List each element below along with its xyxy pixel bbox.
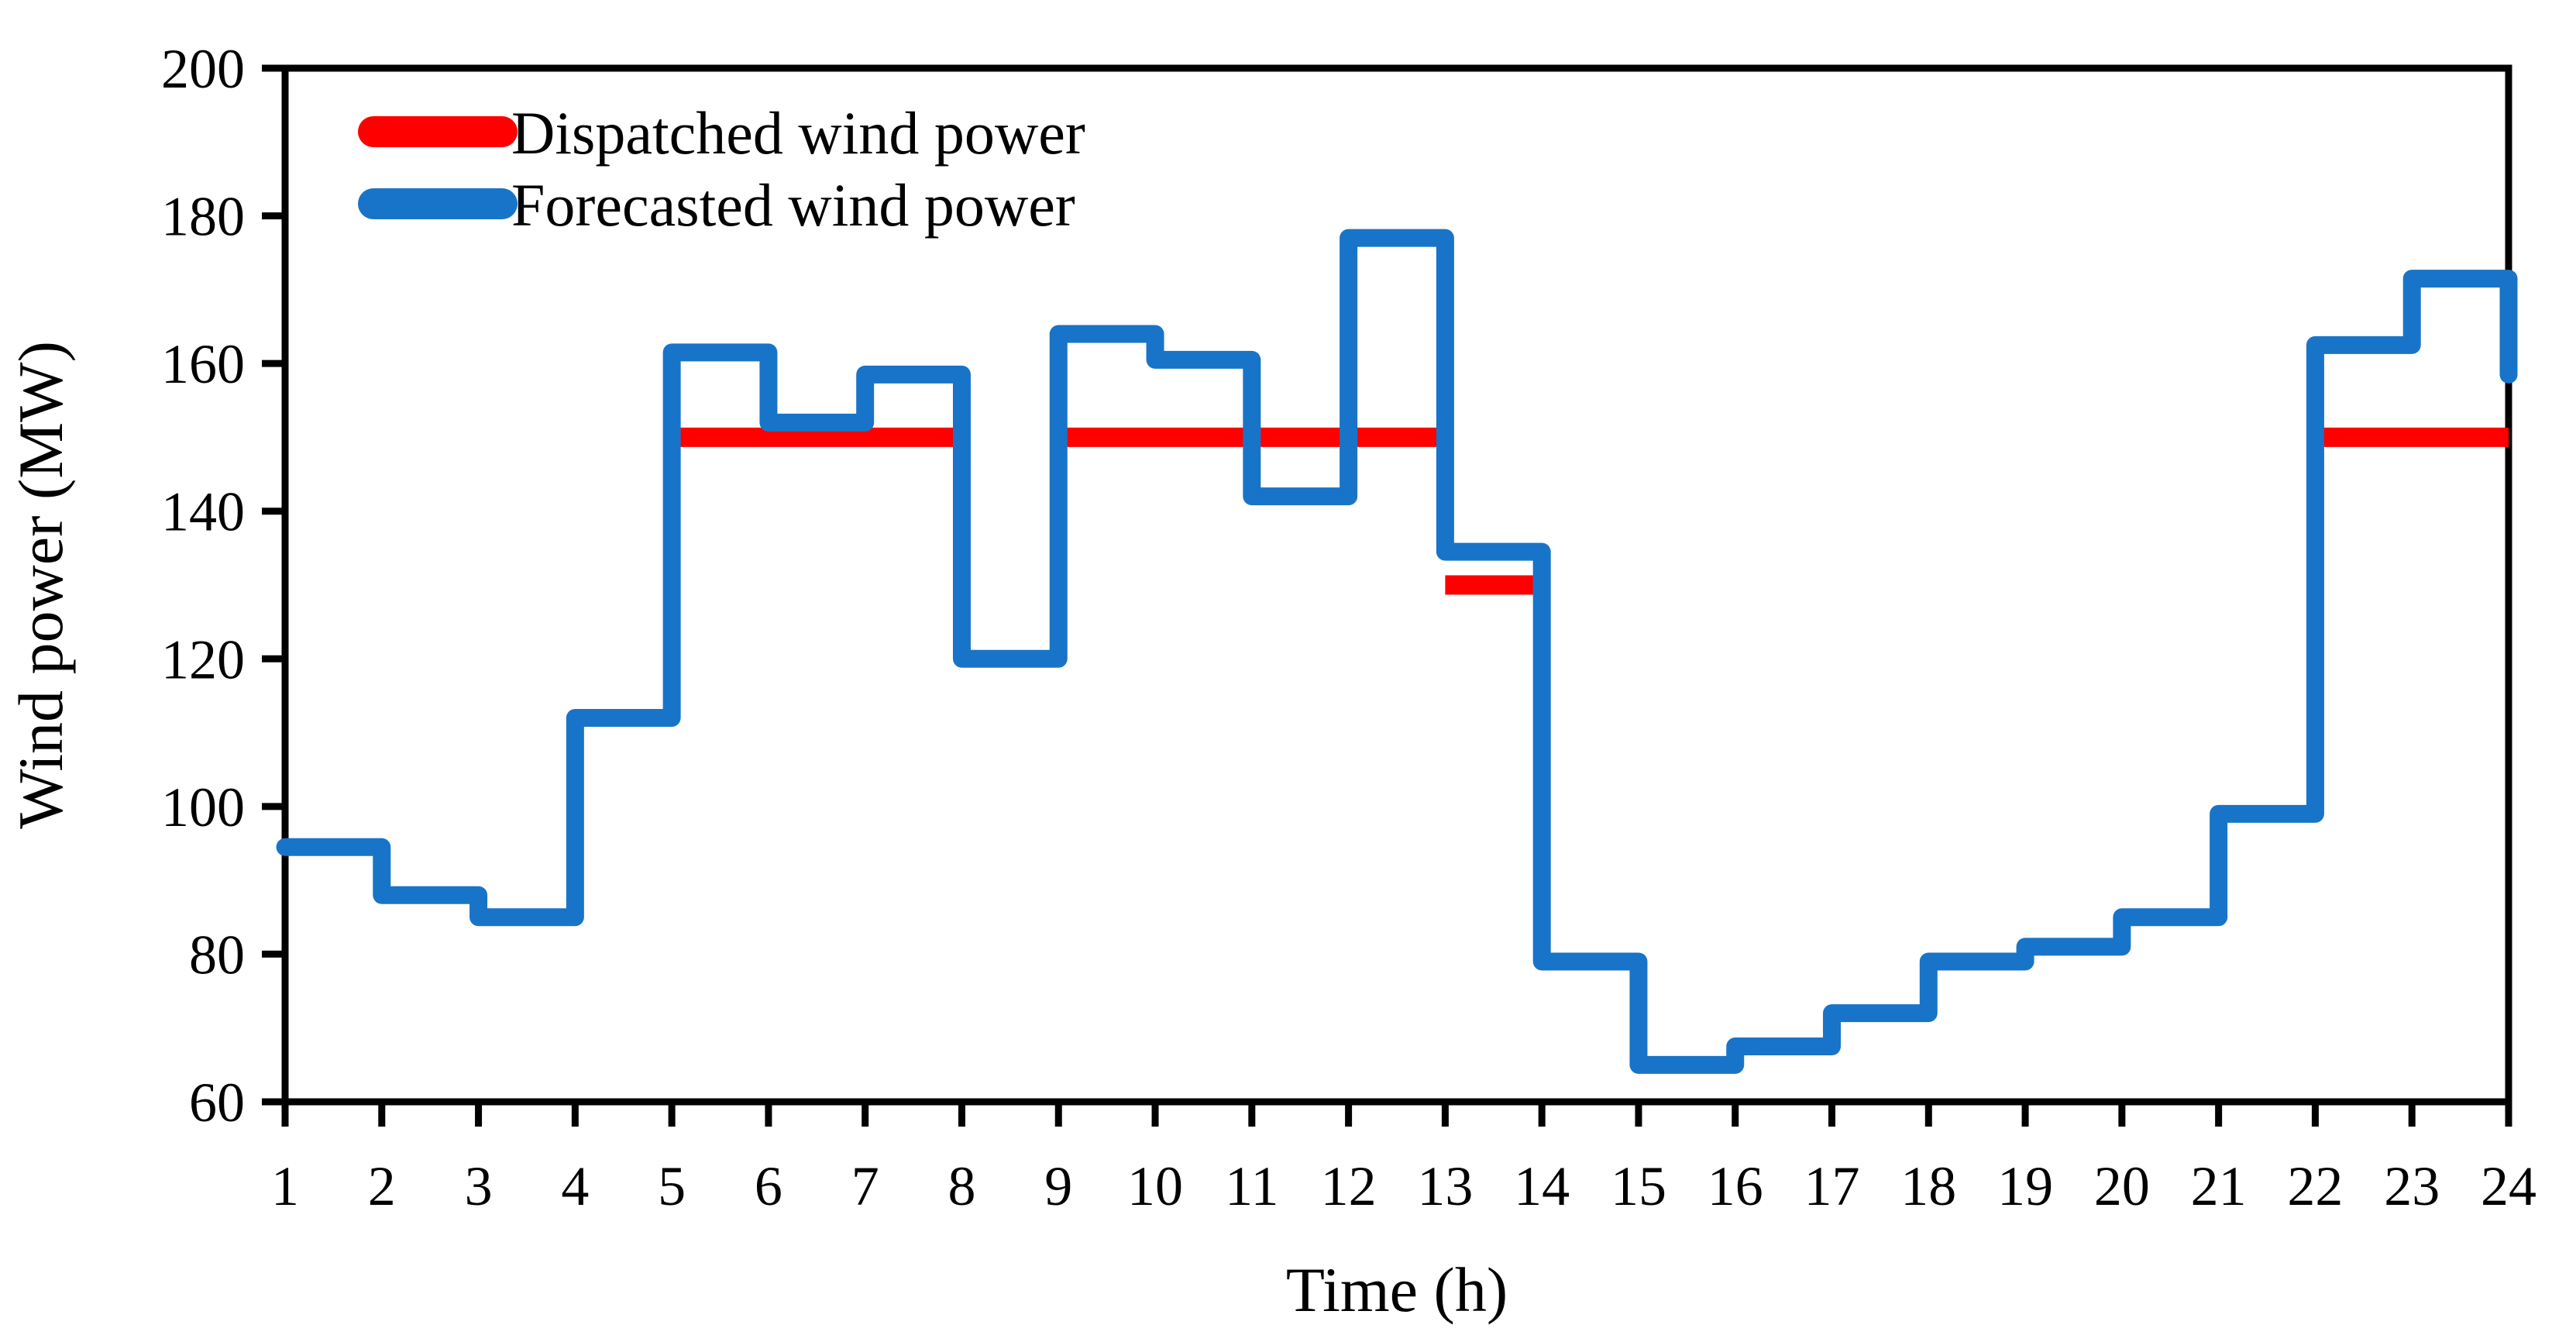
x-axis-title: Time (h) (1286, 1254, 1508, 1325)
x-tick-label: 2 (368, 1155, 396, 1217)
y-axis-ticks: 60 80 100 120 140 160 180 200 (161, 38, 285, 1134)
y-tick-label: 140 (161, 481, 245, 543)
x-tick-label: 16 (1708, 1155, 1763, 1217)
dispatched-wind-power-series (672, 427, 2509, 595)
x-tick-label: 3 (465, 1155, 493, 1217)
x-tick-label: 11 (1225, 1155, 1278, 1217)
legend: Dispatched wind power Forecasted wind po… (358, 99, 1085, 239)
y-tick-label: 180 (161, 186, 245, 248)
y-tick-label: 80 (189, 924, 245, 986)
y-tick-label: 100 (161, 776, 245, 838)
y-tick-label: 60 (189, 1072, 245, 1134)
x-tick-label: 17 (1804, 1155, 1860, 1217)
x-tick-label: 7 (851, 1155, 879, 1217)
x-tick-label: 10 (1127, 1155, 1183, 1217)
dispatched-legend-label: Dispatched wind power (511, 99, 1085, 167)
x-tick-label: 9 (1044, 1155, 1072, 1217)
y-tick-label: 160 (161, 333, 245, 395)
x-tick-label: 12 (1321, 1155, 1377, 1217)
x-tick-label: 20 (2094, 1155, 2150, 1217)
x-tick-label: 21 (2191, 1155, 2247, 1217)
x-tick-label: 1 (271, 1155, 299, 1217)
x-tick-label: 5 (658, 1155, 686, 1217)
x-tick-label: 22 (2287, 1155, 2343, 1217)
y-tick-label: 200 (161, 38, 245, 100)
x-axis-ticks: 1 2 3 4 5 6 7 8 9 10 11 12 13 14 15 16 17 18 19 20 21 22 23 24 (271, 1102, 2536, 1217)
forecasted-legend-label: Forecasted wind power (511, 171, 1075, 239)
y-axis-title: Wind power (MW) (5, 341, 76, 829)
plot-border (281, 64, 2512, 1106)
x-tick-label: 8 (948, 1155, 975, 1217)
x-tick-label: 13 (1417, 1155, 1473, 1217)
forecasted-wind-power-series (276, 229, 2518, 1074)
x-tick-label: 4 (561, 1155, 589, 1217)
x-tick-label: 24 (2481, 1155, 2536, 1217)
x-tick-label: 19 (1997, 1155, 2053, 1217)
x-tick-label: 15 (1611, 1155, 1666, 1217)
x-tick-label: 18 (1900, 1155, 1956, 1217)
x-tick-label: 6 (755, 1155, 782, 1217)
x-tick-label: 14 (1514, 1155, 1570, 1217)
x-tick-label: 23 (2384, 1155, 2440, 1217)
y-tick-label: 120 (161, 628, 245, 690)
